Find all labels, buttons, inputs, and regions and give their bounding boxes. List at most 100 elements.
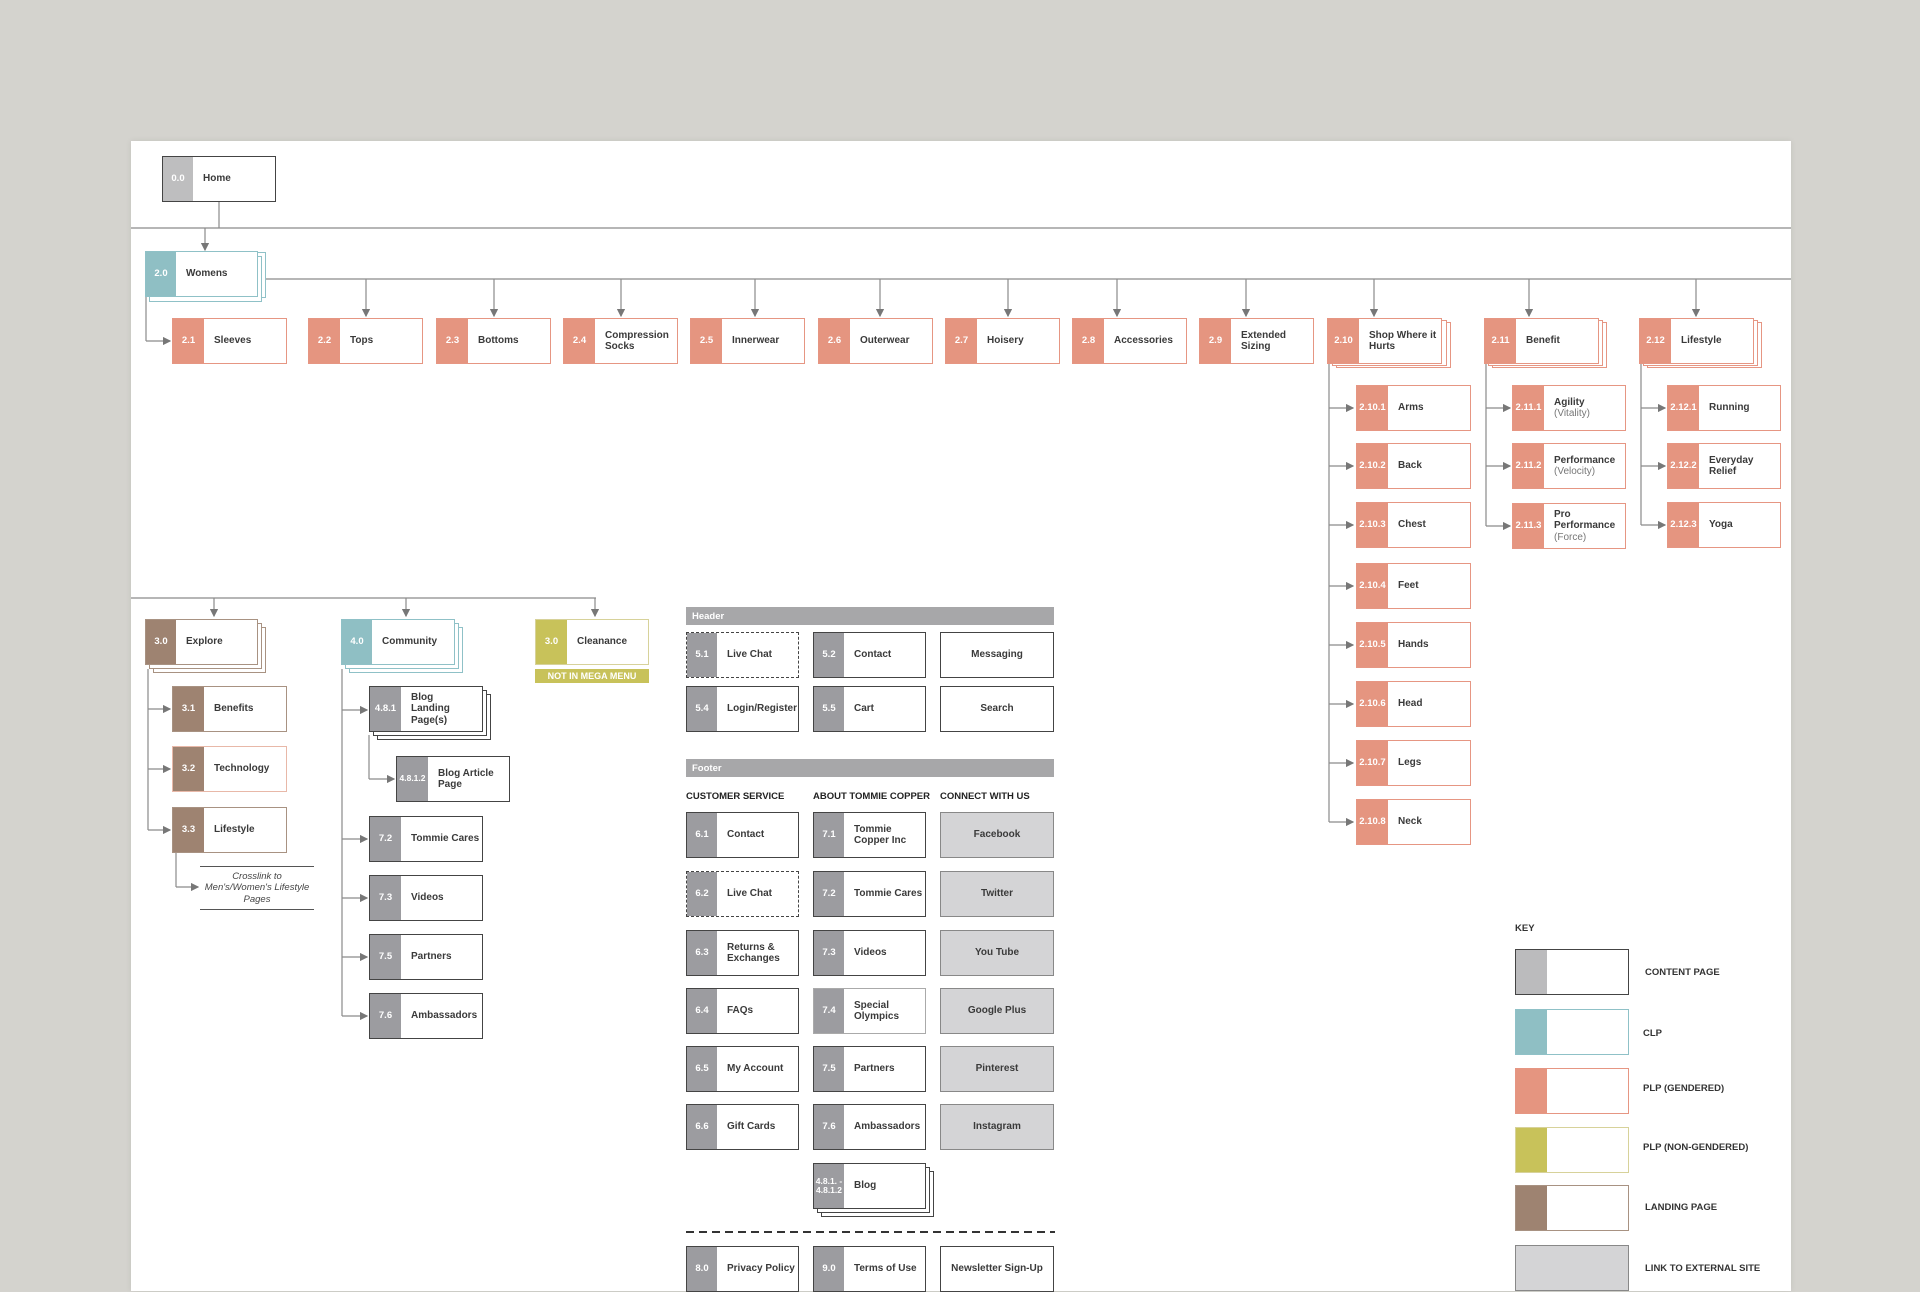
- node-everyday-relief[interactable]: 2.12.2 Everyday Relief: [1667, 443, 1781, 489]
- node-agility[interactable]: 2.11.1 Agility (Vitality): [1512, 385, 1626, 431]
- node-label: Arms: [1398, 402, 1424, 414]
- node-label: Yoga: [1709, 519, 1733, 531]
- footer-google-plus[interactable]: Google Plus: [940, 988, 1054, 1034]
- node-outerwear[interactable]: 2.6 Outerwear: [818, 318, 933, 364]
- node-legs[interactable]: 2.10.7 Legs: [1356, 740, 1471, 786]
- footer-my-account[interactable]: 6.5 My Account: [686, 1046, 799, 1092]
- node-label: Shop Where it Hurts: [1369, 329, 1437, 353]
- footer-newsletter-signup[interactable]: Newsletter Sign-Up: [940, 1246, 1054, 1292]
- footer-instagram[interactable]: Instagram: [940, 1104, 1054, 1150]
- footer-facebook[interactable]: Facebook: [940, 812, 1054, 858]
- node-benefit[interactable]: 2.11 Benefit: [1484, 318, 1599, 364]
- node-tops[interactable]: 2.2 Tops: [308, 318, 423, 364]
- node-number: 7.5: [370, 935, 401, 979]
- node-accessories[interactable]: 2.8 Accessories: [1072, 318, 1187, 364]
- footer-terms-of-use[interactable]: 9.0 Terms of Use: [813, 1246, 926, 1292]
- node-label: Lifestyle: [214, 824, 255, 836]
- node-innerwear[interactable]: 2.5 Innerwear: [690, 318, 805, 364]
- footer-contact[interactable]: 6.1 Contact: [686, 812, 799, 858]
- node-extended-sizing[interactable]: 2.9 Extended Sizing: [1199, 318, 1314, 364]
- footer-pinterest[interactable]: Pinterest: [940, 1046, 1054, 1092]
- header-search[interactable]: Search: [940, 686, 1054, 732]
- node-label: Ambassadors: [854, 1121, 921, 1133]
- node-compression-socks[interactable]: 2.4 Compression Socks: [563, 318, 678, 364]
- node-sleeves[interactable]: 2.1 Sleeves: [172, 318, 287, 364]
- node-number: 2.12.3: [1668, 503, 1699, 547]
- node-label: Live Chat: [727, 888, 773, 900]
- node-number: 3.0: [536, 620, 567, 664]
- node-home[interactable]: 0.0 Home: [162, 156, 276, 202]
- node-running[interactable]: 2.12.1 Running: [1667, 385, 1781, 431]
- node-number: 2.12.2: [1668, 444, 1699, 488]
- footer-youtube[interactable]: You Tube: [940, 930, 1054, 976]
- footer-partners[interactable]: 7.5 Partners: [813, 1046, 926, 1092]
- node-feet[interactable]: 2.10.4 Feet: [1356, 563, 1471, 609]
- footer-twitter[interactable]: Twitter: [940, 871, 1054, 917]
- footer-special-olympics[interactable]: 7.4 Special Olympics: [813, 988, 926, 1034]
- node-label: Special Olympics: [854, 999, 900, 1023]
- footer-faqs[interactable]: 6.4 FAQs: [686, 988, 799, 1034]
- footer-videos[interactable]: 7.3 Videos: [813, 930, 926, 976]
- node-number: 2.11.1: [1513, 386, 1544, 430]
- node-number: 7.2: [814, 872, 844, 916]
- node-number: 7.2: [370, 817, 401, 861]
- node-back[interactable]: 2.10.2 Back: [1356, 443, 1471, 489]
- footer-live-chat[interactable]: 6.2 Live Chat: [686, 871, 799, 917]
- node-number: 5.1: [687, 633, 717, 677]
- node-number: 2.2: [309, 319, 340, 363]
- header-messaging[interactable]: Messaging: [940, 632, 1054, 678]
- node-neck[interactable]: 2.10.8 Neck: [1356, 799, 1471, 845]
- node-label-sub: (Force): [1554, 531, 1587, 543]
- node-pro-performance[interactable]: 2.11.3 Pro Performance (Force): [1512, 503, 1626, 549]
- header-login-register[interactable]: 5.4 Login/Register: [686, 686, 799, 732]
- node-number: 2.5: [691, 319, 722, 363]
- node-community[interactable]: 4.0 Community: [341, 619, 455, 665]
- footer-gift-cards[interactable]: 6.6 Gift Cards: [686, 1104, 799, 1150]
- footer-tommie-cares[interactable]: 7.2 Tommie Cares: [813, 871, 926, 917]
- node-benefits[interactable]: 3.1 Benefits: [172, 686, 287, 732]
- node-yoga[interactable]: 2.12.3 Yoga: [1667, 502, 1781, 548]
- node-bottoms[interactable]: 2.3 Bottoms: [436, 318, 551, 364]
- key-label-plp-gendered: PLP (GENDERED): [1643, 1083, 1725, 1094]
- node-clearance[interactable]: 3.0 Cleanance: [535, 619, 649, 665]
- node-label: Search: [980, 703, 1014, 715]
- node-label: Pro Performance (Force): [1544, 509, 1618, 544]
- node-label: Terms of Use: [854, 1263, 917, 1275]
- node-label: Compression Socks: [605, 329, 669, 353]
- header-contact[interactable]: 5.2 Contact: [813, 632, 926, 678]
- footer-tommie-copper-inc[interactable]: 7.1 Tommie Copper Inc: [813, 812, 926, 858]
- node-womens[interactable]: 2.0 Womens: [145, 251, 258, 297]
- node-head[interactable]: 2.10.6 Head: [1356, 681, 1471, 727]
- footer-ambassadors[interactable]: 7.6 Ambassadors: [813, 1104, 926, 1150]
- col-customer-service: CUSTOMER SERVICE: [686, 791, 785, 802]
- node-shop-where-it-hurts[interactable]: 2.10 Shop Where it Hurts: [1327, 318, 1442, 364]
- footer-blog[interactable]: 4.8.1. - 4.8.1.2 Blog: [813, 1163, 926, 1209]
- node-chest[interactable]: 2.10.3 Chest: [1356, 502, 1471, 548]
- node-community-ambassadors[interactable]: 7.6 Ambassadors: [369, 993, 483, 1039]
- node-technology[interactable]: 3.2 Technology: [172, 746, 287, 792]
- not-in-mega-menu-badge: NOT IN MEGA MENU: [535, 669, 649, 683]
- node-explore-lifestyle[interactable]: 3.3 Lifestyle: [172, 807, 287, 853]
- node-number: 5.2: [814, 633, 844, 677]
- node-number: 3.2: [173, 747, 204, 791]
- node-lifestyle[interactable]: 2.12 Lifestyle: [1639, 318, 1754, 364]
- node-arms[interactable]: 2.10.1 Arms: [1356, 385, 1471, 431]
- node-explore[interactable]: 3.0 Explore: [145, 619, 258, 665]
- footer-privacy-policy[interactable]: 8.0 Privacy Policy: [686, 1246, 799, 1292]
- node-number: 5.4: [687, 687, 717, 731]
- node-number: 6.4: [687, 989, 717, 1033]
- node-community-tommie-cares[interactable]: 7.2 Tommie Cares: [369, 816, 483, 862]
- node-label: Innerwear: [732, 335, 780, 347]
- header-cart[interactable]: 5.5 Cart: [813, 686, 926, 732]
- node-performance[interactable]: 2.11.2 Performance (Velocity): [1512, 443, 1626, 489]
- node-hoisery[interactable]: 2.7 Hoisery: [945, 318, 1060, 364]
- node-number: 2.11.2: [1513, 444, 1544, 488]
- footer-returns-exchanges[interactable]: 6.3 Returns & Exchanges: [686, 930, 799, 976]
- node-blog-article[interactable]: 4.8.1.2 Blog Article Page: [396, 756, 510, 802]
- header-live-chat[interactable]: 5.1 Live Chat: [686, 632, 799, 678]
- node-number: 2.12: [1640, 319, 1671, 363]
- node-community-partners[interactable]: 7.5 Partners: [369, 934, 483, 980]
- node-community-videos[interactable]: 7.3 Videos: [369, 875, 483, 921]
- node-hands[interactable]: 2.10.5 Hands: [1356, 622, 1471, 668]
- node-blog-landing[interactable]: 4.8.1 Blog Landing Page(s): [369, 686, 483, 732]
